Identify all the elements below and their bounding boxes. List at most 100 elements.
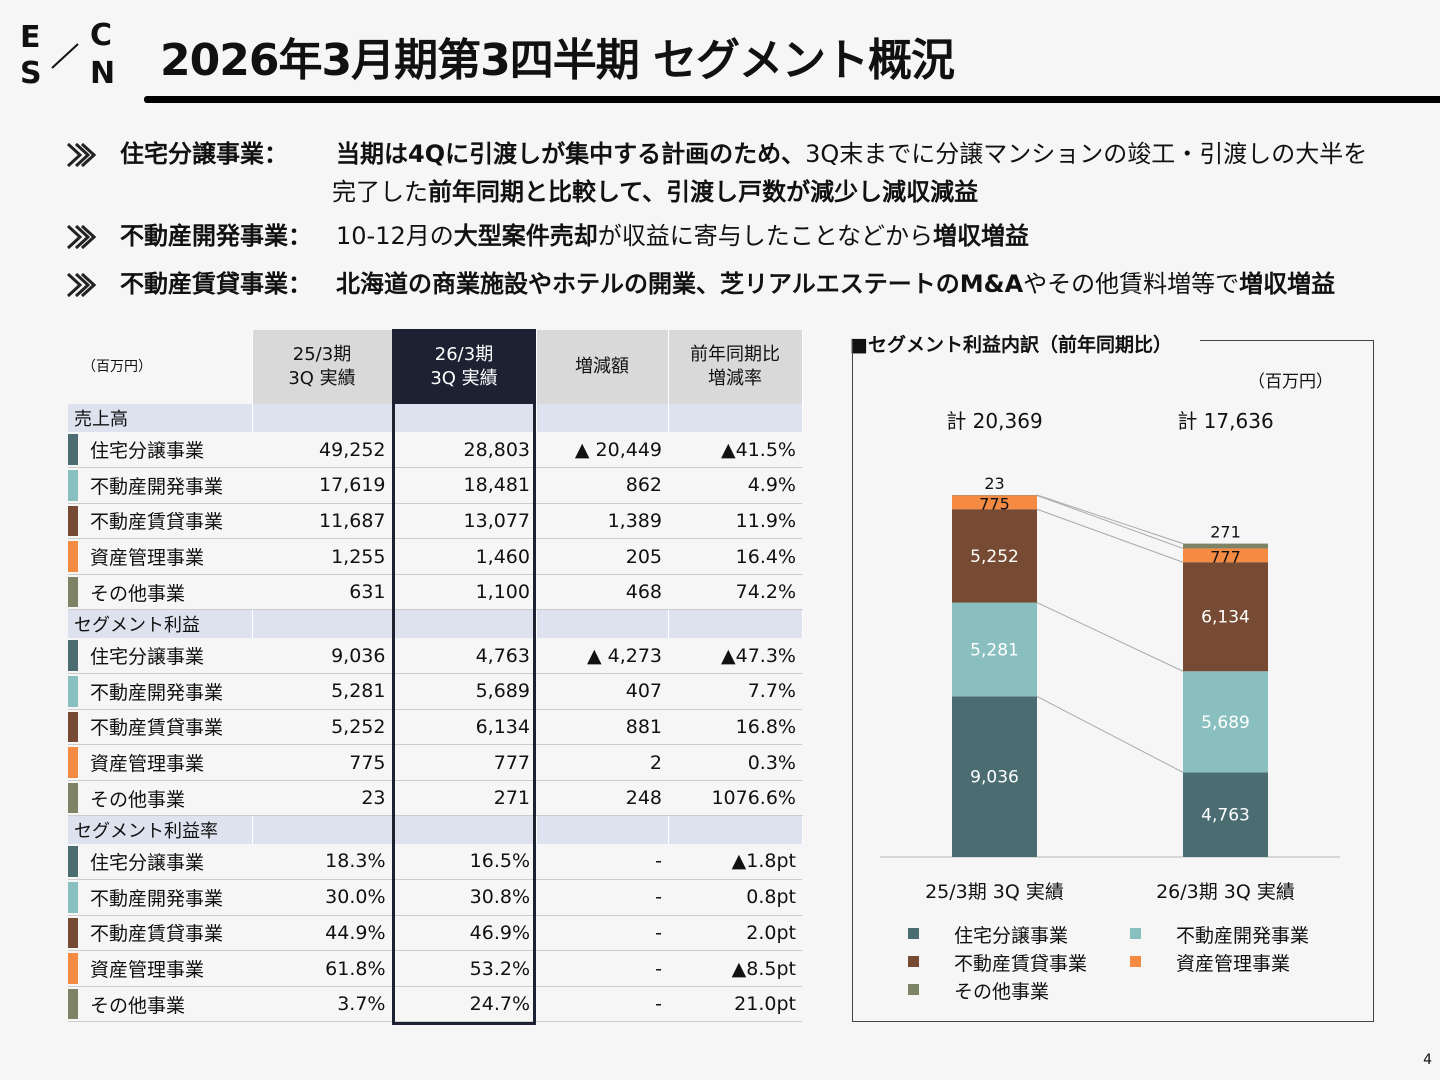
segment-name: 資産管理事業: [90, 753, 205, 776]
bullet-segment: 前年同期と比較して、引渡し戸数が減少し減収減益: [428, 178, 979, 206]
segment-color-swatch: [68, 639, 78, 672]
header-rate: 前年同期比 増減率: [668, 330, 803, 404]
bullet-segment: 10-12月の: [336, 222, 454, 250]
page-number: 4: [1423, 1052, 1432, 1068]
legend-label: 資産管理事業: [1176, 953, 1291, 975]
data-label: 775: [979, 494, 1010, 513]
segment-color-swatch: [68, 541, 78, 572]
title-underline: [144, 96, 1440, 103]
cell-value: 46.9%: [392, 915, 536, 952]
cell-value: 11.9%: [668, 503, 802, 540]
cell-value: 1,460: [392, 538, 536, 575]
cell-value: 881: [536, 709, 668, 746]
segment-color-swatch: [68, 917, 78, 949]
cell-value: -: [536, 843, 668, 881]
cell-value: 21.0pt: [668, 986, 802, 1023]
logo-letter: E: [20, 20, 41, 55]
cell-value: 18,481: [392, 467, 536, 504]
bullet-segment: 完了した: [332, 178, 428, 206]
bullet-label: 不動産賃貸事業：: [120, 270, 312, 298]
cell-value: ▲41.5%: [668, 432, 802, 469]
segment-color-swatch: [68, 882, 78, 913]
segment-color-swatch: [68, 845, 78, 878]
cell-value: 16.8%: [668, 709, 802, 746]
segment-name: その他事業: [90, 582, 186, 605]
connector-line: [1036, 494, 1184, 549]
header-prev: 25/3期 3Q 実績: [252, 330, 393, 404]
legend-label: その他事業: [954, 981, 1050, 1003]
data-label: 777: [1210, 547, 1241, 566]
data-label: 271: [1210, 523, 1241, 542]
bullet-segment: 増収増益: [933, 222, 1030, 250]
cell-value: 30.8%: [392, 879, 536, 916]
legend-swatch: [908, 984, 919, 995]
bullet-segment: 3Q末までに分譲マンションの竣工・引渡しの大半を: [805, 140, 1368, 168]
bullet-text: 当期は4Qに引渡しが集中する計画のため、3Q末までに分譲マンションの竣工・引渡し…: [336, 134, 1367, 174]
table-row: 住宅分譲事業 9,036 4,763 ▲ 4,273 ▲47.3%: [68, 637, 802, 675]
cell-value: -: [536, 950, 668, 987]
bar-segment: [952, 495, 1037, 510]
bullet-segment: 増収増益: [1239, 270, 1336, 298]
company-logo: E C S N: [20, 18, 116, 92]
cell-value: -: [536, 986, 668, 1023]
cell-value: ▲1.8pt: [668, 843, 802, 881]
category-label: 26/3期 3Q 実績: [1156, 881, 1295, 903]
logo-letter: N: [90, 56, 116, 91]
bullet-text: 完了した前年同期と比較して、引渡し戸数が減少し減収減益: [332, 172, 978, 212]
table-row: 不動産開発事業 5,281 5,689 407 7.7%: [68, 673, 802, 710]
data-label: 5,281: [970, 640, 1019, 660]
segment-color-swatch: [68, 953, 78, 984]
table-row: 不動産賃貸事業 44.9% 46.9% -2.0pt: [68, 915, 802, 952]
cell-value: 205: [536, 538, 668, 575]
bar-segment: [1183, 671, 1268, 773]
connector-line: [1036, 494, 1184, 545]
bullet-text: 10-12月の大型案件売却が収益に寄与したことなどから増収増益: [336, 216, 1029, 256]
cell-value: 16.5%: [392, 843, 536, 881]
arrow-bullet-icon: [66, 142, 96, 168]
data-label: 5,252: [970, 547, 1019, 567]
cell-value: 61.8%: [252, 950, 393, 987]
segment-color-swatch: [68, 470, 78, 501]
bullet-segment: やその他賃料増等で: [1023, 270, 1240, 298]
cell-value: 5,252: [252, 709, 393, 746]
cell-value: 5,689: [392, 673, 536, 710]
cell-value: 0.8pt: [668, 879, 802, 916]
cell-value: 4.9%: [668, 467, 802, 504]
table-row: その他事業 3.7% 24.7% -21.0pt: [68, 986, 802, 1023]
table-row: 不動産開発事業 17,619 18,481 862 4.9%: [68, 467, 802, 504]
cell-value: 28,803: [392, 432, 536, 469]
legend-label: 住宅分譲事業: [954, 925, 1069, 947]
cell-value: 13,077: [392, 503, 536, 540]
segment-color-swatch: [68, 505, 78, 537]
table-row: 資産管理事業 1,255 1,460 205 16.4%: [68, 538, 802, 575]
cell-value: 775: [252, 744, 393, 781]
total-label: 計 17,636: [1177, 409, 1273, 433]
cell-value: -: [536, 915, 668, 952]
segment-color-swatch: [68, 988, 78, 1020]
data-label: 23: [984, 474, 1004, 493]
bar-segment: [1183, 562, 1268, 672]
arrow-bullet-icon: [66, 224, 96, 250]
cell-value: 5,281: [252, 673, 393, 710]
chart-title: ■セグメント利益内訳（前年同期比）: [850, 334, 1172, 356]
segment-color-swatch: [68, 747, 78, 778]
cell-value: 24.7%: [392, 986, 536, 1023]
category-label: 25/3期 3Q 実績: [925, 881, 1064, 903]
cell-value: 248: [536, 780, 668, 817]
cell-value: 11,687: [252, 503, 393, 540]
cell-value: 3.7%: [252, 986, 393, 1023]
header-current: 26/3期 3Q 実績: [392, 330, 537, 404]
cell-value: ▲ 4,273: [536, 637, 668, 675]
page-title: 2026年3月期第3四半期 セグメント概況: [160, 35, 955, 86]
data-label: 9,036: [970, 768, 1019, 788]
cell-value: 631: [252, 574, 393, 611]
bar-segment: [1183, 772, 1268, 857]
cell-value: ▲ 20,449: [536, 432, 668, 469]
cell-value: 468: [536, 574, 668, 611]
bullet-segment: が収益に寄与したことなどから: [597, 222, 934, 250]
section-header: セグメント利益率: [68, 815, 253, 844]
table-row: 資産管理事業 775 777 2 0.3%: [68, 744, 802, 781]
table-row: 不動産賃貸事業 5,252 6,134 881 16.8%: [68, 709, 802, 746]
cell-value: ▲8.5pt: [668, 950, 802, 987]
